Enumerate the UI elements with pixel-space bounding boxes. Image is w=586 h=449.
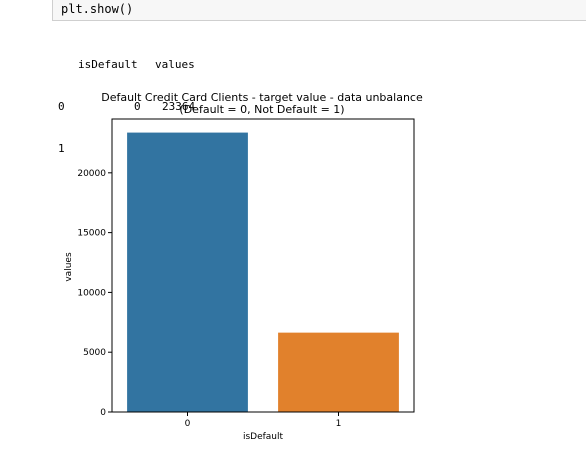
df-row-index: 0 <box>58 100 65 113</box>
y-axis-label: values <box>64 252 74 282</box>
df-header-row: isDefault values <box>58 58 195 72</box>
y-tick-label: 5000 <box>83 348 106 358</box>
plot-frame <box>111 118 415 413</box>
x-axis-label: isDefault <box>243 432 284 442</box>
chart-subtitle: (Default = 0, Not Default = 1) <box>179 103 344 116</box>
x-tick-label: 0 <box>185 419 191 429</box>
y-tick-label: 20000 <box>77 169 106 179</box>
df-cell-values: 23364 <box>162 100 196 113</box>
df-row: 0 0 23364 <box>58 100 195 114</box>
df-col-header-values: values <box>155 58 195 71</box>
x-tick-label: 1 <box>336 419 342 429</box>
code-cell[interactable]: plt.show() <box>52 0 586 21</box>
bar-1 <box>278 332 399 412</box>
y-tick-label: 10000 <box>77 288 106 298</box>
df-cell-isdefault: 0 <box>134 100 141 113</box>
df-row-index: 1 <box>58 142 65 155</box>
bar-0 <box>127 132 248 412</box>
chart-title: Default Credit Card Clients - target val… <box>101 91 423 104</box>
y-tick-label: 0 <box>100 408 106 418</box>
df-col-header-isdefault: isDefault <box>78 58 138 71</box>
code-line: plt.show() <box>61 2 134 16</box>
y-tick-label: 15000 <box>77 229 106 239</box>
